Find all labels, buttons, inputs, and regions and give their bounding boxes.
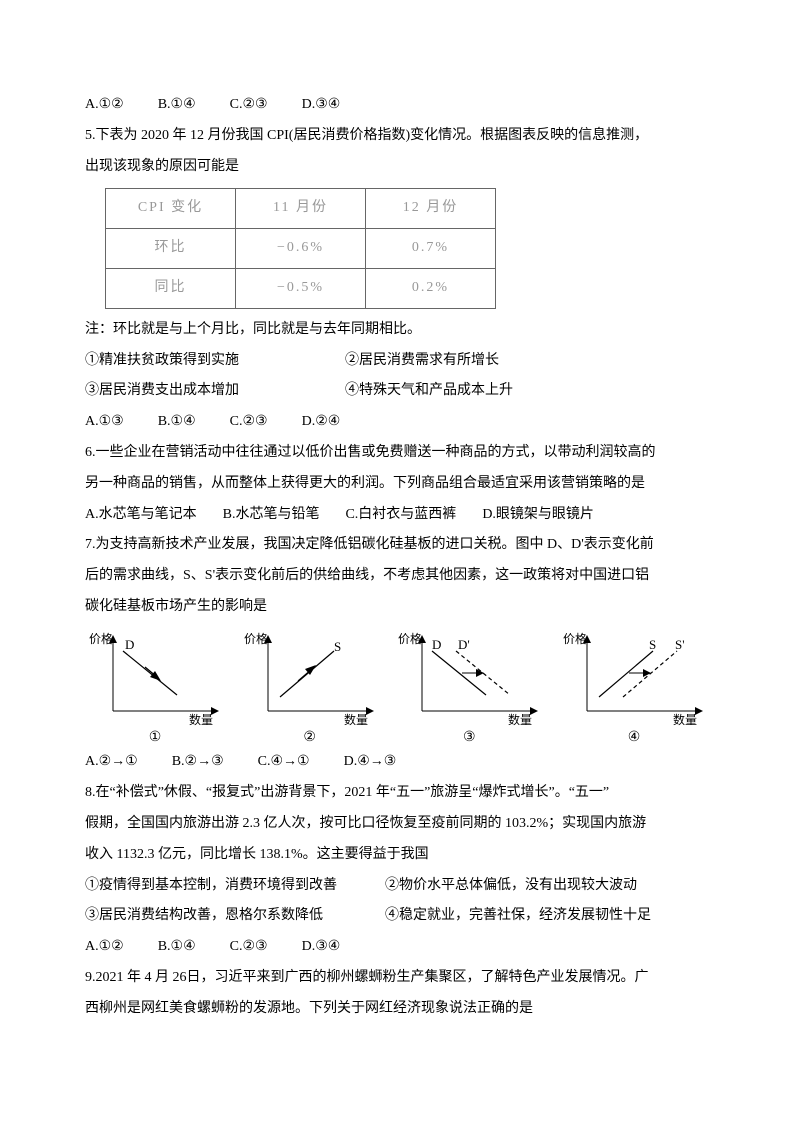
table-row: 同比 −0.5% 0.2% xyxy=(106,268,496,308)
q8-item1: ①疫情得到基本控制，消费环境得到改善 xyxy=(85,871,385,902)
q7-stem-line2: 后的需求曲线，S、S'表示变化前后的供给曲线，不考虑其他因素，这一政策将对中国进… xyxy=(85,561,709,592)
q6-stem-line2: 另一种商品的销售，从而整体上获得更大的利润。下列商品组合最适宜采用该营销策略的是 xyxy=(85,469,709,500)
label-Sp: S' xyxy=(675,637,685,652)
cpi-r1c1: 环比 xyxy=(106,229,236,269)
q5-items-row2: ③居民消费支出成本增加 ④特殊天气和产品成本上升 xyxy=(85,376,709,407)
q7-options: A.②→① B.②→③ C.④→① D.④→③ xyxy=(85,747,709,778)
q5-item3: ③居民消费支出成本增加 xyxy=(85,376,345,407)
q5-items-row1: ①精准扶贫政策得到实施 ②居民消费需求有所增长 xyxy=(85,346,709,377)
q9-stem-line1: 9.2021 年 4 月 26日，习近平来到广西的柳州螺蛳粉生产集聚区，了解特色… xyxy=(85,963,709,994)
label-S: S xyxy=(649,637,656,652)
q8-items-row1: ①疫情得到基本控制，消费环境得到改善 ②物价水平总体偏低，没有出现较大波动 xyxy=(85,871,709,902)
axis-x-label: 数量 xyxy=(344,712,368,726)
label-D: D xyxy=(125,637,134,652)
q5-note: 注：环比就是与上个月比，同比就是与去年同期相比。 xyxy=(85,315,709,346)
table-row: CPI 变化 11 月份 12 月份 xyxy=(106,189,496,229)
chart-3-svg: 价格 数量 D D' xyxy=(394,631,544,726)
chart-3-num: ③ xyxy=(463,728,476,748)
label-Dp: D' xyxy=(458,637,470,652)
q9-stem-line2: 西柳州是网红美食螺蛳粉的发源地。下列关于网红经济现象说法正确的是 xyxy=(85,994,709,1025)
cpi-header-3: 12 月份 xyxy=(366,189,496,229)
q5-optB: B.①④ xyxy=(158,407,196,438)
q6-optA: A.水芯笔与笔记本 xyxy=(85,500,197,531)
cpi-r1c3: 0.7% xyxy=(366,229,496,269)
chart-2-num: ② xyxy=(303,728,316,748)
cpi-r1c2: −0.6% xyxy=(236,229,366,269)
q7-optB: B.②→③ xyxy=(172,747,224,778)
q8-optD: D.③④ xyxy=(302,932,341,963)
chart-4-svg: 价格 数量 S S' xyxy=(559,631,709,726)
chart-2: 价格 数量 S ② xyxy=(240,631,380,748)
chart-1: 价格 数量 D ① xyxy=(85,631,225,748)
q4-options: A.①② B.①④ C.②③ D.③④ xyxy=(85,90,709,121)
axis-y-label: 价格 xyxy=(398,631,422,646)
axis-x-label: 数量 xyxy=(508,712,532,726)
axis-y-label: 价格 xyxy=(563,631,587,646)
q6-optD: D.眼镜架与眼镜片 xyxy=(482,500,594,531)
axis-x-label: 数量 xyxy=(673,712,697,726)
q5-item2: ②居民消费需求有所增长 xyxy=(345,346,499,377)
q8-item2: ②物价水平总体偏低，没有出现较大波动 xyxy=(385,871,637,902)
q8-stem-line1: 8.在“补偿式”休假、“报复式”出游背景下，2021 年“五一”旅游呈“爆炸式增… xyxy=(85,778,709,809)
chart-1-num: ① xyxy=(149,728,162,748)
q5-options: A.①③ B.①④ C.②③ D.②④ xyxy=(85,407,709,438)
q8-stem-line2: 假期，全国国内旅游出游 2.3 亿人次，按可比口径恢复至疫前同期的 103.2%… xyxy=(85,809,709,840)
q8-item4: ④稳定就业，完善社保，经济发展韧性十足 xyxy=(385,901,651,932)
q7-stem-line1: 7.为支持高新技术产业发展，我国决定降低铝碳化硅基板的进口关税。图中 D、D'表… xyxy=(85,530,709,561)
q8-optA: A.①② xyxy=(85,932,124,963)
q5-optC: C.②③ xyxy=(230,407,268,438)
q7-optC: C.④→① xyxy=(258,747,310,778)
chart-2-svg: 价格 数量 S xyxy=(240,631,380,726)
q6-stem-line1: 6.一些企业在营销活动中往往通过以低价出售或免费赠送一种商品的方式，以带动利润较… xyxy=(85,438,709,469)
table-row: 环比 −0.6% 0.7% xyxy=(106,229,496,269)
q8-optB: B.①④ xyxy=(158,932,196,963)
q5-stem-line1: 5.下表为 2020 年 12 月份我国 CPI(居民消费价格指数)变化情况。根… xyxy=(85,121,709,152)
label-D: D xyxy=(432,637,441,652)
q5-item4: ④特殊天气和产品成本上升 xyxy=(345,376,513,407)
chart-3: 价格 数量 D D' ③ xyxy=(394,631,544,748)
q8-optC: C.②③ xyxy=(230,932,268,963)
q6-optB: B.水芯笔与铅笔 xyxy=(223,500,320,531)
q5-optA: A.①③ xyxy=(85,407,124,438)
chart-4: 价格 数量 S S' ④ xyxy=(559,631,709,748)
q4-optD: D.③④ xyxy=(302,90,341,121)
q8-stem-line3: 收入 1132.3 亿元，同比增长 138.1%。这主要得益于我国 xyxy=(85,840,709,871)
q5-item1: ①精准扶贫政策得到实施 xyxy=(85,346,345,377)
q4-optB: B.①④ xyxy=(158,90,196,121)
q8-options: A.①② B.①④ C.②③ D.③④ xyxy=(85,932,709,963)
q7-optA: A.②→① xyxy=(85,747,138,778)
q7-optD: D.④→③ xyxy=(344,747,397,778)
q5-stem-line2: 出现该现象的原因可能是 xyxy=(85,152,709,183)
q4-optC: C.②③ xyxy=(230,90,268,121)
q6-optC: C.白衬衣与蓝西裤 xyxy=(345,500,456,531)
cpi-r2c2: −0.5% xyxy=(236,268,366,308)
q6-options: A.水芯笔与笔记本 B.水芯笔与铅笔 C.白衬衣与蓝西裤 D.眼镜架与眼镜片 xyxy=(85,500,709,531)
cpi-header-2: 11 月份 xyxy=(236,189,366,229)
label-S: S xyxy=(334,639,341,654)
q4-optA: A.①② xyxy=(85,90,124,121)
axis-y-label: 价格 xyxy=(244,631,268,646)
q8-items-row2: ③居民消费结构改善，恩格尔系数降低 ④稳定就业，完善社保，经济发展韧性十足 xyxy=(85,901,709,932)
cpi-header-1: CPI 变化 xyxy=(106,189,236,229)
q5-optD: D.②④ xyxy=(302,407,341,438)
q8-item3: ③居民消费结构改善，恩格尔系数降低 xyxy=(85,901,385,932)
axis-x-label: 数量 xyxy=(189,712,213,726)
cpi-r2c3: 0.2% xyxy=(366,268,496,308)
cpi-table: CPI 变化 11 月份 12 月份 环比 −0.6% 0.7% 同比 −0.5… xyxy=(105,188,496,308)
axis-y-label: 价格 xyxy=(89,631,113,646)
charts-row: 价格 数量 D ① 价格 数量 S ② xyxy=(85,631,709,748)
chart-1-svg: 价格 数量 D xyxy=(85,631,225,726)
cpi-r2c1: 同比 xyxy=(106,268,236,308)
q7-stem-line3: 碳化硅基板市场产生的影响是 xyxy=(85,592,709,623)
chart-4-num: ④ xyxy=(628,728,641,748)
